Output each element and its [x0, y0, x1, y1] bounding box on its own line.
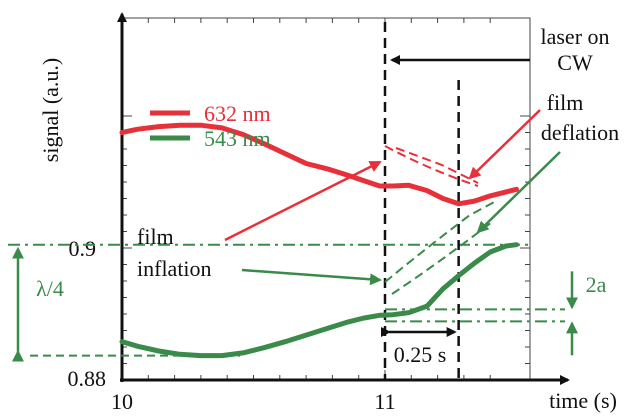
film-inflation-label-line2: inflation: [137, 256, 212, 281]
y-axis-label: signal (a.u.): [38, 58, 63, 162]
legend-label-543nm: 543 nm: [204, 126, 271, 151]
laser-on-label: laser on: [540, 24, 609, 49]
film-inflation-red-arrow: [224, 160, 382, 242]
lambda-quarter-label: λ/4: [36, 276, 64, 301]
green-extrapolation-dash-2: [391, 221, 493, 295]
film-deflation-label-line1: film: [547, 90, 584, 115]
green-extrapolation-dash-1: [384, 199, 499, 283]
y-tick-label-0-9: 0.9: [69, 236, 97, 261]
cw-label: CW: [557, 50, 593, 75]
film-deflation-green-arrow: [476, 151, 561, 234]
series-line-543nm: [119, 242, 519, 359]
two-a-label: 2a: [586, 272, 607, 297]
duration-label: 0.25 s: [394, 342, 447, 367]
y-tick-label-0-88: 0.88: [68, 366, 107, 391]
laser-on-label-background: [532, 20, 618, 78]
plot-frame: [121, 17, 531, 381]
red-extrapolation-dash-2: [395, 147, 479, 184]
legend-label-632nm: 632 nm: [204, 101, 271, 126]
film-inflation-green-arrow: [241, 268, 382, 286]
x-axis-label: time (s): [549, 388, 617, 413]
red-extrapolation-dash-1: [384, 145, 479, 187]
x-tick-label-11: 11: [374, 389, 395, 414]
minor-ticks: [122, 18, 530, 380]
x-tick-label-10: 10: [111, 389, 133, 414]
film-deflation-red-arrow: [468, 109, 541, 180]
film-inflation-label-line1: film: [137, 224, 174, 249]
series-line-632nm: [119, 122, 519, 207]
film-deflation-label-line2: deflation: [541, 120, 619, 145]
